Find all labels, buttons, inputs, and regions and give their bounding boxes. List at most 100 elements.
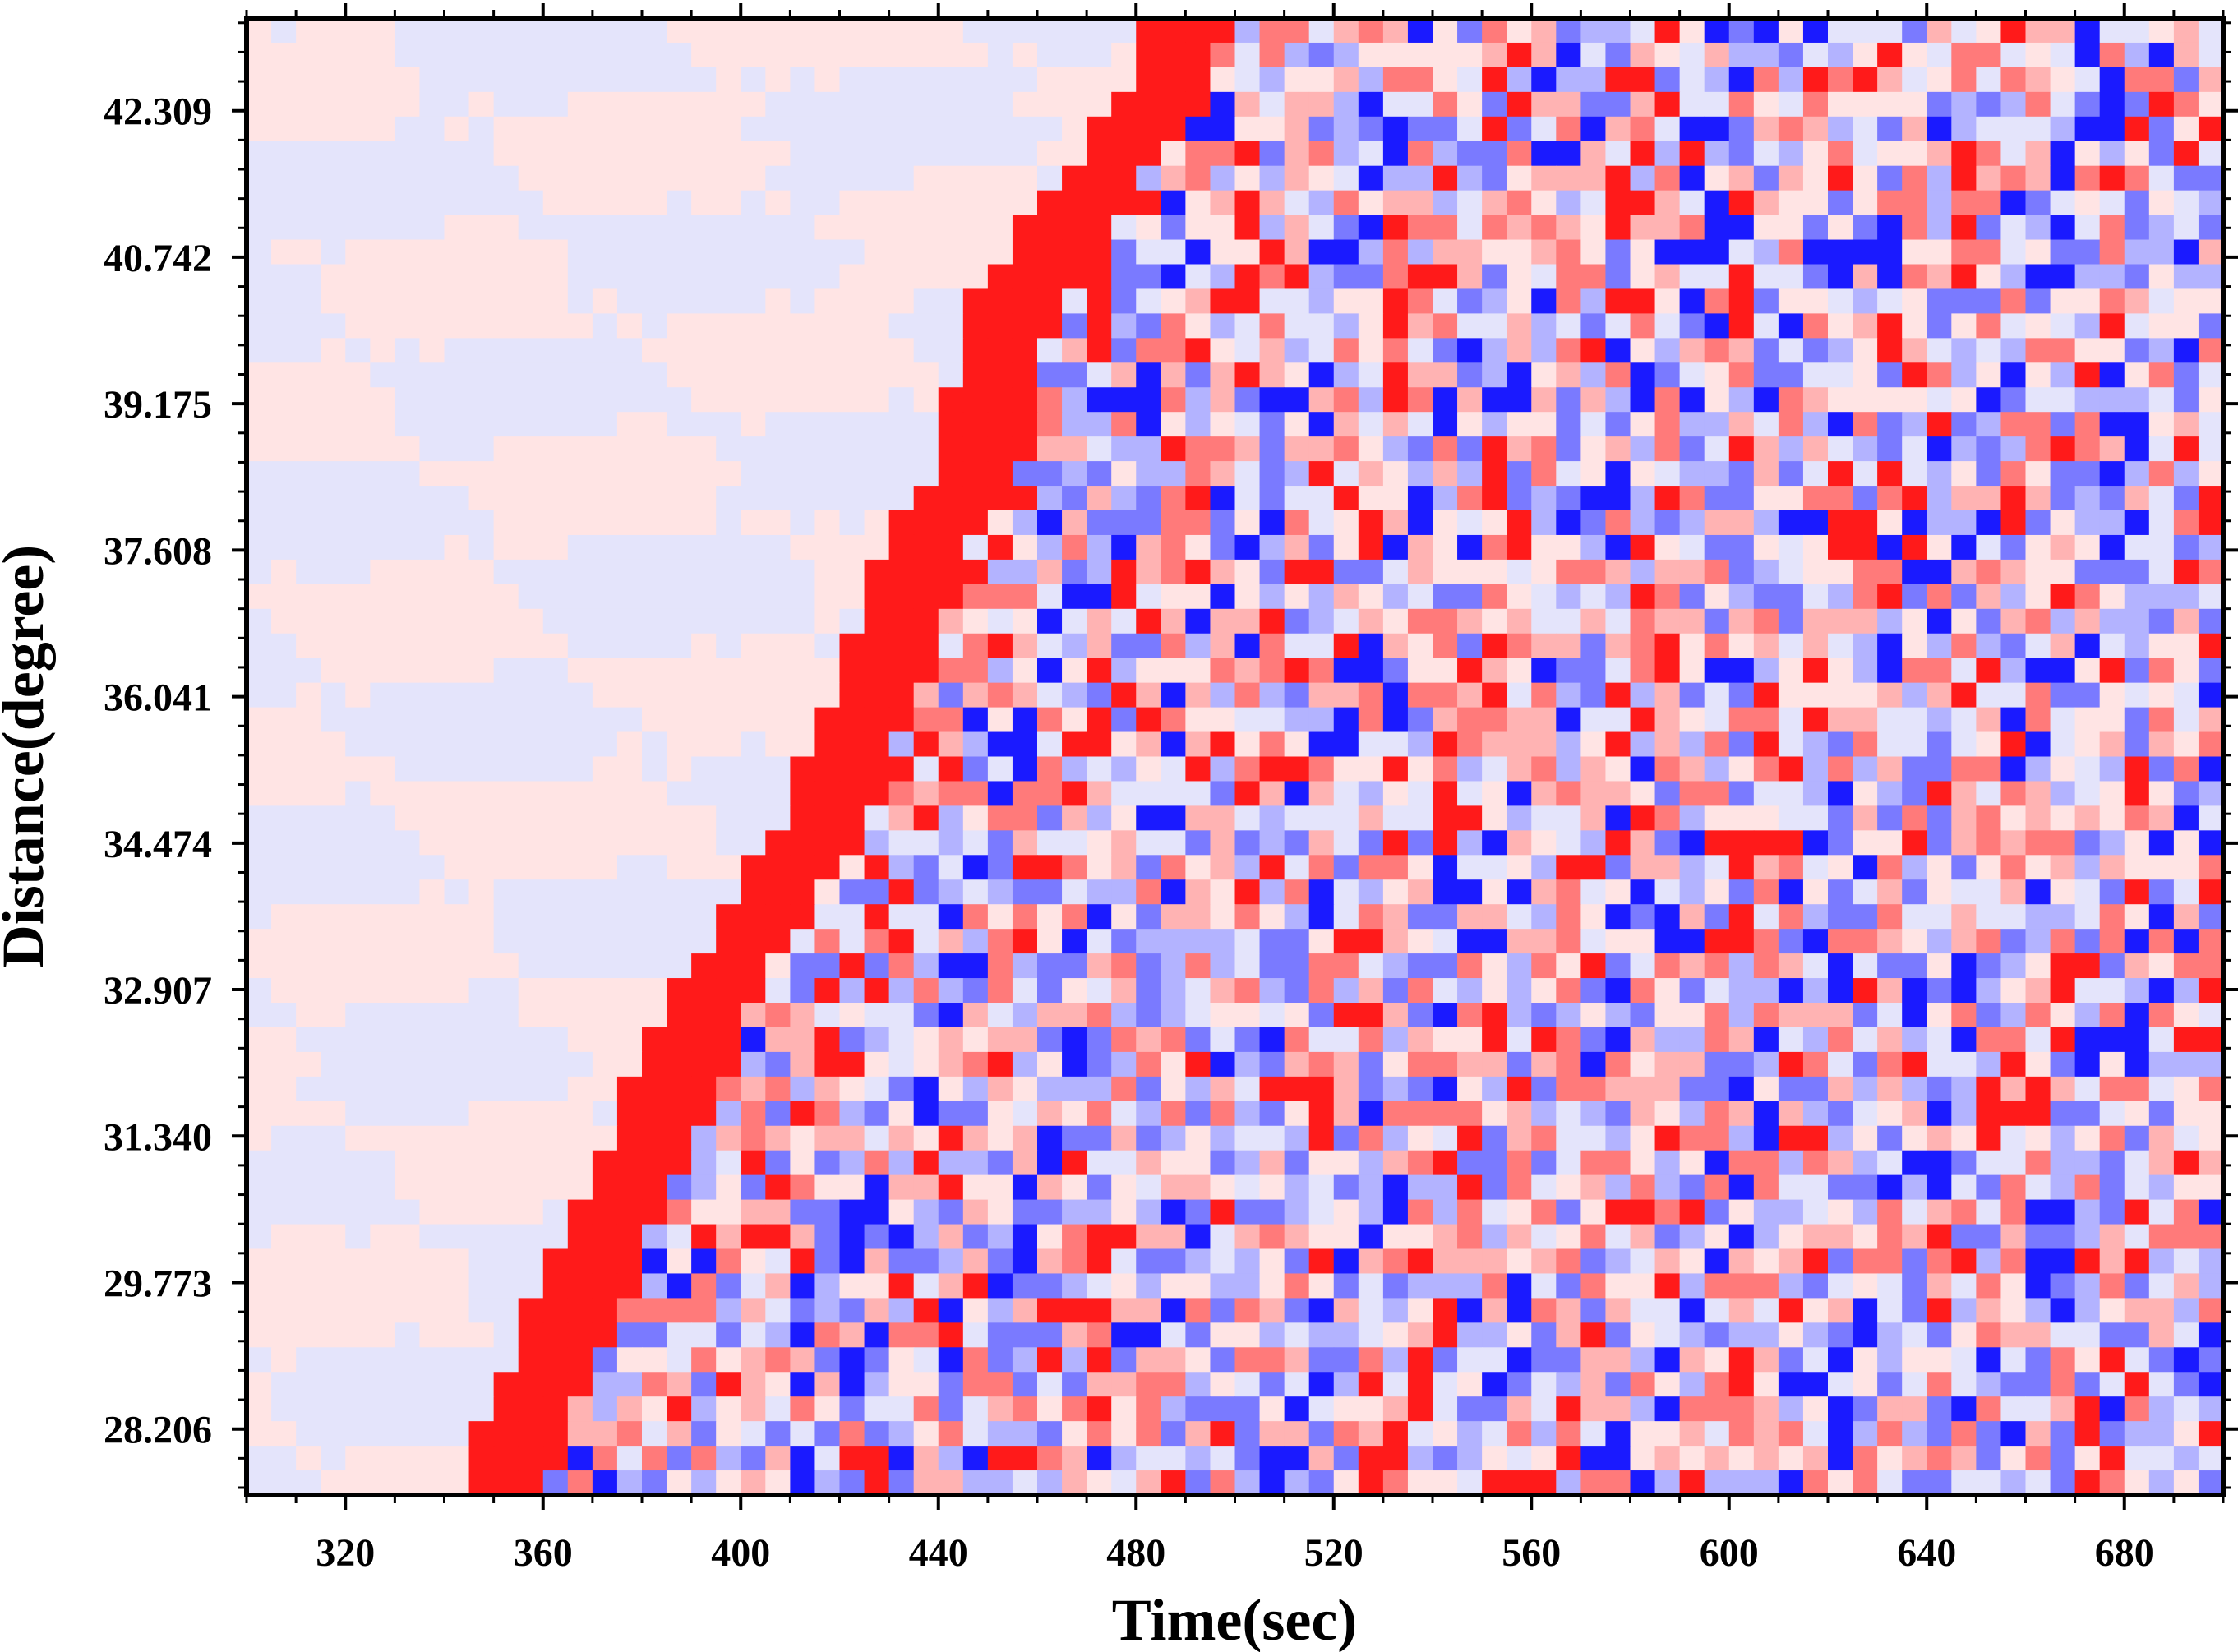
heatmap-cell xyxy=(2173,781,2199,806)
heatmap-cell xyxy=(741,879,766,905)
heatmap-cell xyxy=(1087,805,1112,831)
heatmap-cell xyxy=(2198,1125,2224,1151)
heatmap-cell xyxy=(1259,42,1285,68)
heatmap-cell xyxy=(1062,486,1087,511)
heatmap-cell xyxy=(1185,1224,1211,1250)
heatmap-cell xyxy=(542,534,569,561)
heatmap-cell xyxy=(1902,116,1927,142)
heatmap-cell xyxy=(321,1224,346,1250)
heatmap-cell xyxy=(2148,42,2175,68)
heatmap-cell xyxy=(1704,1051,1730,1077)
heatmap-cell xyxy=(839,855,865,880)
heatmap-cell xyxy=(542,731,569,758)
heatmap-cell xyxy=(2000,904,2027,930)
heatmap-cell xyxy=(1259,1224,1285,1250)
heatmap-cell xyxy=(419,42,445,68)
heatmap-cell xyxy=(1531,461,1557,487)
heatmap-cell xyxy=(542,1470,569,1496)
heatmap-cell xyxy=(321,633,346,659)
heatmap-cell xyxy=(1234,855,1261,880)
heatmap-cell xyxy=(1234,116,1261,142)
heatmap-cell xyxy=(938,1396,964,1422)
heatmap-cell xyxy=(1704,731,1730,758)
heatmap-cell xyxy=(913,1076,939,1102)
heatmap-cell xyxy=(1728,313,1755,339)
heatmap-cell xyxy=(271,904,297,930)
heatmap-cell xyxy=(1605,534,1631,561)
heatmap-cell xyxy=(1630,608,1656,634)
heatmap-cell xyxy=(1062,288,1087,314)
heatmap-cell xyxy=(2198,1027,2224,1053)
heatmap-cell xyxy=(1333,978,1359,1004)
heatmap-cell xyxy=(2000,1150,2027,1176)
heatmap-cell xyxy=(1358,1372,1384,1397)
heatmap-cell xyxy=(2124,855,2150,880)
heatmap-cell xyxy=(1927,18,1952,44)
heatmap-cell xyxy=(765,486,791,511)
heatmap-cell xyxy=(493,42,519,68)
heatmap-cell xyxy=(1902,1372,1927,1397)
heatmap-cell xyxy=(2099,165,2125,192)
heatmap-cell xyxy=(913,1298,939,1323)
heatmap-cell xyxy=(1210,1421,1236,1447)
heatmap-cell xyxy=(790,1298,816,1323)
heatmap-cell xyxy=(592,1322,618,1348)
heatmap-cell xyxy=(493,1051,519,1077)
heatmap-cell xyxy=(296,510,321,536)
heatmap-cell xyxy=(2148,1347,2175,1373)
heatmap-cell xyxy=(1333,387,1359,413)
heatmap-cell xyxy=(1630,264,1656,290)
heatmap-cell xyxy=(345,362,371,388)
heatmap-cell xyxy=(1111,116,1137,142)
heatmap-cell xyxy=(1111,141,1137,167)
heatmap-cell xyxy=(1778,682,1804,708)
heatmap-cell xyxy=(2025,1224,2051,1250)
heatmap-cell xyxy=(1234,608,1261,634)
heatmap-cell xyxy=(444,215,470,241)
heatmap-cell xyxy=(1753,141,1779,167)
heatmap-cell xyxy=(370,67,395,93)
heatmap-cell xyxy=(1753,387,1779,413)
heatmap-cell xyxy=(247,608,272,634)
heatmap-cell xyxy=(1853,1125,1878,1151)
heatmap-cell xyxy=(1828,1076,1853,1102)
heatmap-cell xyxy=(1358,18,1384,44)
heatmap-cell xyxy=(1828,830,1853,856)
heatmap-cell xyxy=(1877,1273,1903,1299)
heatmap-cell xyxy=(1902,190,1927,216)
heatmap-cell xyxy=(1185,116,1211,142)
heatmap-cell xyxy=(468,756,495,782)
heatmap-cell xyxy=(839,264,865,290)
heatmap-cell xyxy=(1802,904,1829,930)
heatmap-cell xyxy=(1778,362,1804,388)
heatmap-cell xyxy=(468,1076,495,1102)
heatmap-cell xyxy=(1012,486,1038,511)
heatmap-cell xyxy=(1877,165,1903,192)
heatmap-cell xyxy=(1728,1470,1755,1496)
heatmap-cell xyxy=(2173,91,2199,118)
heatmap-cell xyxy=(2050,42,2076,68)
heatmap-cell xyxy=(1358,1101,1384,1127)
heatmap-cell xyxy=(1087,1322,1112,1348)
heatmap-cell xyxy=(271,436,297,462)
heatmap-cell xyxy=(296,1199,321,1225)
heatmap-cell xyxy=(1482,1446,1507,1471)
heatmap-cell xyxy=(716,165,741,192)
heatmap-cell xyxy=(1210,1347,1236,1373)
heatmap-cell xyxy=(2124,91,2150,118)
heatmap-cell xyxy=(567,91,593,118)
heatmap-cell xyxy=(345,1051,371,1077)
heatmap-cell xyxy=(1087,904,1112,930)
heatmap-cell xyxy=(1556,116,1581,142)
heatmap-cell xyxy=(296,1150,321,1176)
heatmap-cell xyxy=(1828,1224,1853,1250)
heatmap-cell xyxy=(2173,461,2199,487)
heatmap-cell xyxy=(370,165,395,192)
heatmap-cell xyxy=(1185,682,1211,708)
heatmap-cell xyxy=(1136,436,1161,462)
heatmap-cell xyxy=(2025,1199,2051,1225)
heatmap-cell xyxy=(1136,953,1161,979)
heatmap-cell xyxy=(493,313,519,339)
heatmap-cell xyxy=(1185,486,1211,511)
heatmap-cell xyxy=(2050,1224,2076,1250)
